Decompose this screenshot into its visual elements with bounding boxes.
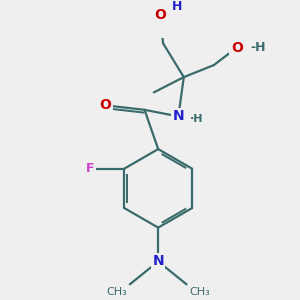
Text: N: N	[152, 254, 164, 268]
Text: N: N	[172, 110, 184, 123]
Text: H: H	[172, 0, 183, 13]
Text: F: F	[86, 162, 94, 175]
Text: ·H: ·H	[190, 114, 204, 124]
Text: O: O	[154, 8, 166, 22]
Text: -H: -H	[250, 41, 266, 54]
Text: CH₃: CH₃	[189, 287, 210, 297]
Text: CH₃: CH₃	[106, 287, 127, 297]
Text: O: O	[231, 41, 243, 55]
Text: O: O	[99, 98, 111, 112]
